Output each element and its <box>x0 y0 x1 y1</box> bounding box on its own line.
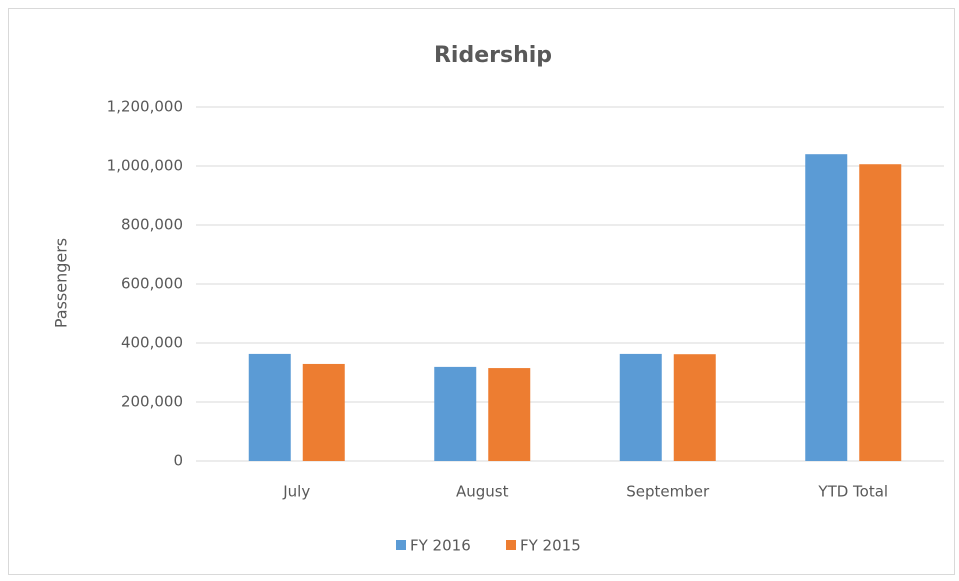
x-tick-label: August <box>456 483 509 501</box>
y-tick-label: 1,200,000 <box>107 98 183 116</box>
legend-label: FY 2016 <box>410 537 471 555</box>
legend-swatch <box>506 540 516 550</box>
legend-label: FY 2015 <box>520 537 581 555</box>
x-tick-label: YTD Total <box>817 483 888 501</box>
y-axis-label: Passengers <box>52 238 71 328</box>
bar <box>302 363 345 461</box>
bar <box>673 354 716 461</box>
chart-border <box>8 8 955 575</box>
chart-title: Ridership <box>434 43 552 68</box>
bar <box>859 164 902 462</box>
bar <box>488 368 531 461</box>
legend-swatch <box>396 540 406 550</box>
y-tick-label: 600,000 <box>121 275 183 293</box>
y-tick-label: 0 <box>173 452 183 470</box>
x-tick-label: July <box>282 483 310 501</box>
y-tick-label: 800,000 <box>121 216 183 234</box>
bar <box>619 353 662 461</box>
bar <box>248 353 291 461</box>
y-tick-label: 200,000 <box>121 393 183 411</box>
bar <box>805 154 848 461</box>
x-tick-label: September <box>626 483 710 501</box>
bar <box>434 366 477 461</box>
y-tick-label: 1,000,000 <box>107 157 183 175</box>
y-tick-label: 400,000 <box>121 334 183 352</box>
